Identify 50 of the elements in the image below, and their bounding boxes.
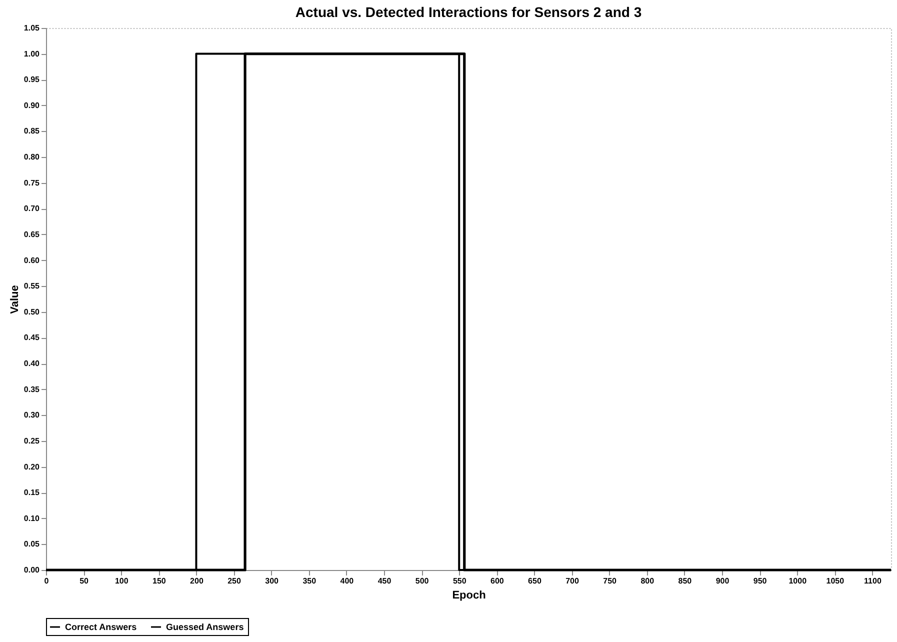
x-tick-label: 450 — [378, 576, 392, 586]
y-tick-label: 0.75 — [24, 178, 40, 188]
x-tick-label: 0 — [44, 576, 50, 586]
y-tick-label: 0.25 — [24, 436, 40, 446]
x-tick-label: 250 — [228, 576, 242, 586]
y-tick-label: 0.20 — [24, 462, 40, 472]
x-tick-label: 900 — [716, 576, 730, 586]
x-tick-label: 350 — [302, 576, 317, 586]
x-tick-label: 650 — [528, 576, 542, 586]
y-tick-label: 0.05 — [24, 540, 40, 549]
x-tick-label: 600 — [490, 576, 504, 586]
x-tick-label: 850 — [678, 576, 692, 586]
legend-label: Correct Answers — [65, 622, 137, 632]
y-tick-label: 0.00 — [24, 566, 40, 574]
y-tick-label: 0.50 — [24, 307, 40, 316]
y-tick-label: 0.90 — [24, 100, 40, 110]
y-tick-label: 0.80 — [24, 152, 40, 162]
y-tick-label: 0.45 — [24, 333, 40, 342]
x-tick-label: 400 — [340, 576, 354, 586]
x-tick-label: 1050 — [826, 576, 845, 586]
y-tick-label: 0.85 — [24, 126, 40, 136]
x-tick-label: 950 — [753, 576, 768, 586]
y-tick-label: 1.05 — [24, 24, 40, 32]
y-tick-label: 1.00 — [24, 49, 40, 58]
y-tick-label: 0.65 — [24, 230, 40, 239]
chart-title: Actual vs. Detected Interactions for Sensors 2 and 3 — [295, 4, 642, 20]
y-tick-label: 0.30 — [24, 410, 40, 420]
legend-label: Guessed Answers — [166, 622, 244, 632]
x-tick-label: 1100 — [864, 576, 882, 586]
y-tick-label: 0.55 — [24, 282, 40, 291]
x-tick-label: 750 — [603, 576, 618, 586]
x-tick-label: 800 — [640, 576, 655, 586]
x-tick-label: 150 — [152, 576, 166, 586]
y-axis-title: Value — [8, 285, 21, 314]
y-tick-label: 0.35 — [24, 384, 40, 394]
y-tick-label: 0.70 — [24, 204, 40, 214]
x-tick-label: 50 — [80, 576, 90, 586]
y-tick-label: 0.60 — [24, 256, 40, 265]
x-tick-label: 550 — [452, 576, 467, 586]
x-tick-label: 300 — [265, 576, 280, 586]
x-tick-label: 1000 — [788, 576, 808, 586]
x-axis-title: Epoch — [452, 590, 486, 602]
y-tick-label: 0.40 — [24, 359, 40, 368]
y-tick-label: 0.15 — [24, 488, 40, 498]
y-tick-label: 0.95 — [24, 75, 40, 84]
x-tick-label: 200 — [190, 576, 204, 586]
x-tick-label: 100 — [114, 576, 129, 586]
y-tick-label: 0.10 — [24, 514, 40, 523]
x-tick-label: 500 — [415, 576, 430, 586]
x-tick-label: 700 — [566, 576, 580, 586]
